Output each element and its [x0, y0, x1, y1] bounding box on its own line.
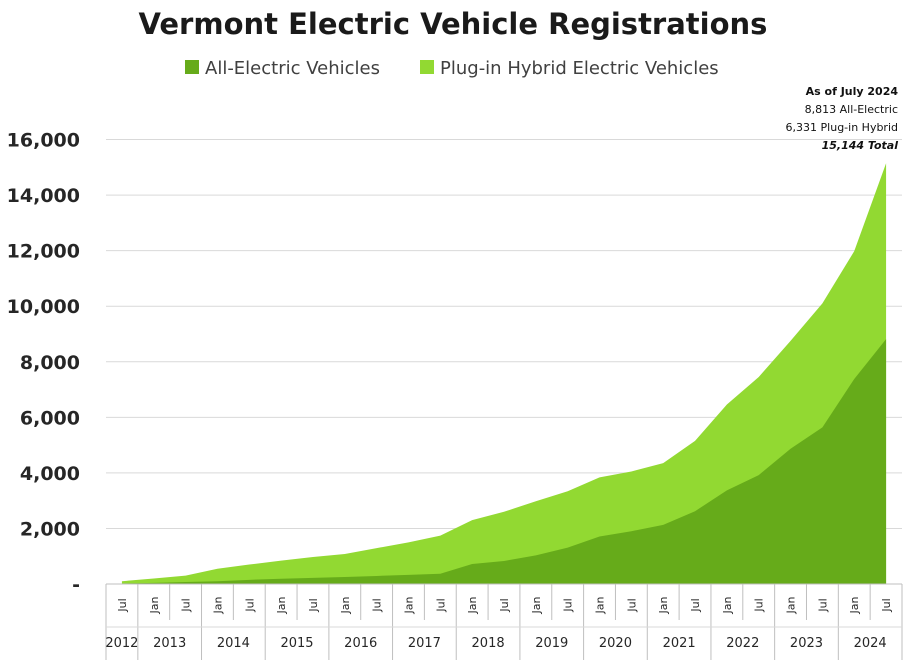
x-tick-label: Jul — [371, 598, 384, 612]
plot-areas — [121, 163, 887, 584]
annotation-heading: As of July 2024 — [806, 85, 899, 98]
x-tick-label: Jul — [753, 598, 766, 612]
x-tick-label: Jul — [116, 598, 129, 612]
x-tick-label: Jan — [594, 596, 607, 614]
area-phev — [121, 163, 887, 584]
y-tick-label: 10,000 — [7, 296, 80, 318]
x-tick-label: Jul — [562, 598, 575, 612]
x-year-label: 2018 — [472, 636, 505, 651]
x-year-label: 2017 — [408, 636, 441, 651]
x-tick-label: Jul — [816, 598, 829, 612]
annotation-box: As of July 2024 8,813 All-Electric 6,331… — [786, 85, 899, 152]
x-tick-label: Jul — [880, 598, 893, 612]
y-tick-label: 14,000 — [7, 185, 80, 207]
y-tick-label: - — [72, 574, 80, 596]
y-tick-label: 16,000 — [7, 130, 80, 152]
legend-swatch-all-electric — [185, 60, 199, 74]
x-tick-label: Jul — [180, 598, 193, 612]
x-axis: Jul Jan Jul Jan Jul Jan Jul Jan Jul Jan Jul Jan Jul J… — [105, 583, 903, 660]
x-year-label: 2016 — [344, 636, 377, 651]
x-tick-label: Jan — [402, 596, 415, 614]
x-tick-label: Jul — [434, 598, 447, 612]
x-year-label: 2014 — [217, 636, 250, 651]
legend-label-all-electric: All-Electric Vehicles — [205, 58, 380, 79]
x-tick-label: Jan — [848, 596, 861, 614]
x-tick-label: Jul — [243, 598, 256, 612]
y-tick-label: 2,000 — [20, 518, 80, 540]
x-year-label: 2019 — [535, 636, 568, 651]
legend: All-Electric Vehicles Plug-in Hybrid Ele… — [185, 58, 719, 79]
x-year-label: 2012 — [105, 636, 138, 651]
x-year-label: 2021 — [663, 636, 696, 651]
x-year-label: 2022 — [726, 636, 759, 651]
x-tick-label: Jan — [466, 596, 479, 614]
legend-label-phev: Plug-in Hybrid Electric Vehicles — [440, 58, 719, 79]
x-tick-label: Jul — [498, 598, 511, 612]
x-year-label: 2013 — [153, 636, 186, 651]
y-axis: - 2,000 4,000 6,000 8,000 10,000 12,000 14,000 1… — [7, 130, 80, 597]
x-tick-label: Jan — [530, 596, 543, 614]
y-tick-label: 4,000 — [20, 463, 80, 485]
chart-title: Vermont Electric Vehicle Registrations — [139, 7, 768, 41]
gridlines — [106, 139, 902, 529]
x-tick-label: Jan — [148, 596, 161, 614]
x-year-label: 2024 — [854, 636, 887, 651]
x-year-label: 2015 — [280, 636, 313, 651]
area-all-electric — [121, 339, 887, 584]
x-tick-label: Jan — [211, 596, 224, 614]
x-tick-label: Jan — [785, 596, 798, 614]
annotation-all-electric: 8,813 All-Electric — [805, 103, 898, 116]
x-year-label: 2023 — [790, 636, 823, 651]
x-tick-label: Jan — [721, 596, 734, 614]
annotation-phev: 6,331 Plug-in Hybrid — [786, 121, 898, 134]
y-tick-label: 8,000 — [20, 352, 80, 374]
x-tick-label: Jul — [689, 598, 702, 612]
x-year-label: 2020 — [599, 636, 632, 651]
x-tick-label: Jul — [307, 598, 320, 612]
y-tick-label: 6,000 — [20, 407, 80, 429]
x-tick-label: Jul — [625, 598, 638, 612]
x-tick-label: Jan — [339, 596, 352, 614]
x-tick-label: Jan — [275, 596, 288, 614]
y-tick-label: 12,000 — [7, 241, 80, 263]
legend-swatch-phev — [420, 60, 434, 74]
x-tick-label: Jan — [657, 596, 670, 614]
annotation-total: 15,144 Total — [822, 139, 899, 152]
